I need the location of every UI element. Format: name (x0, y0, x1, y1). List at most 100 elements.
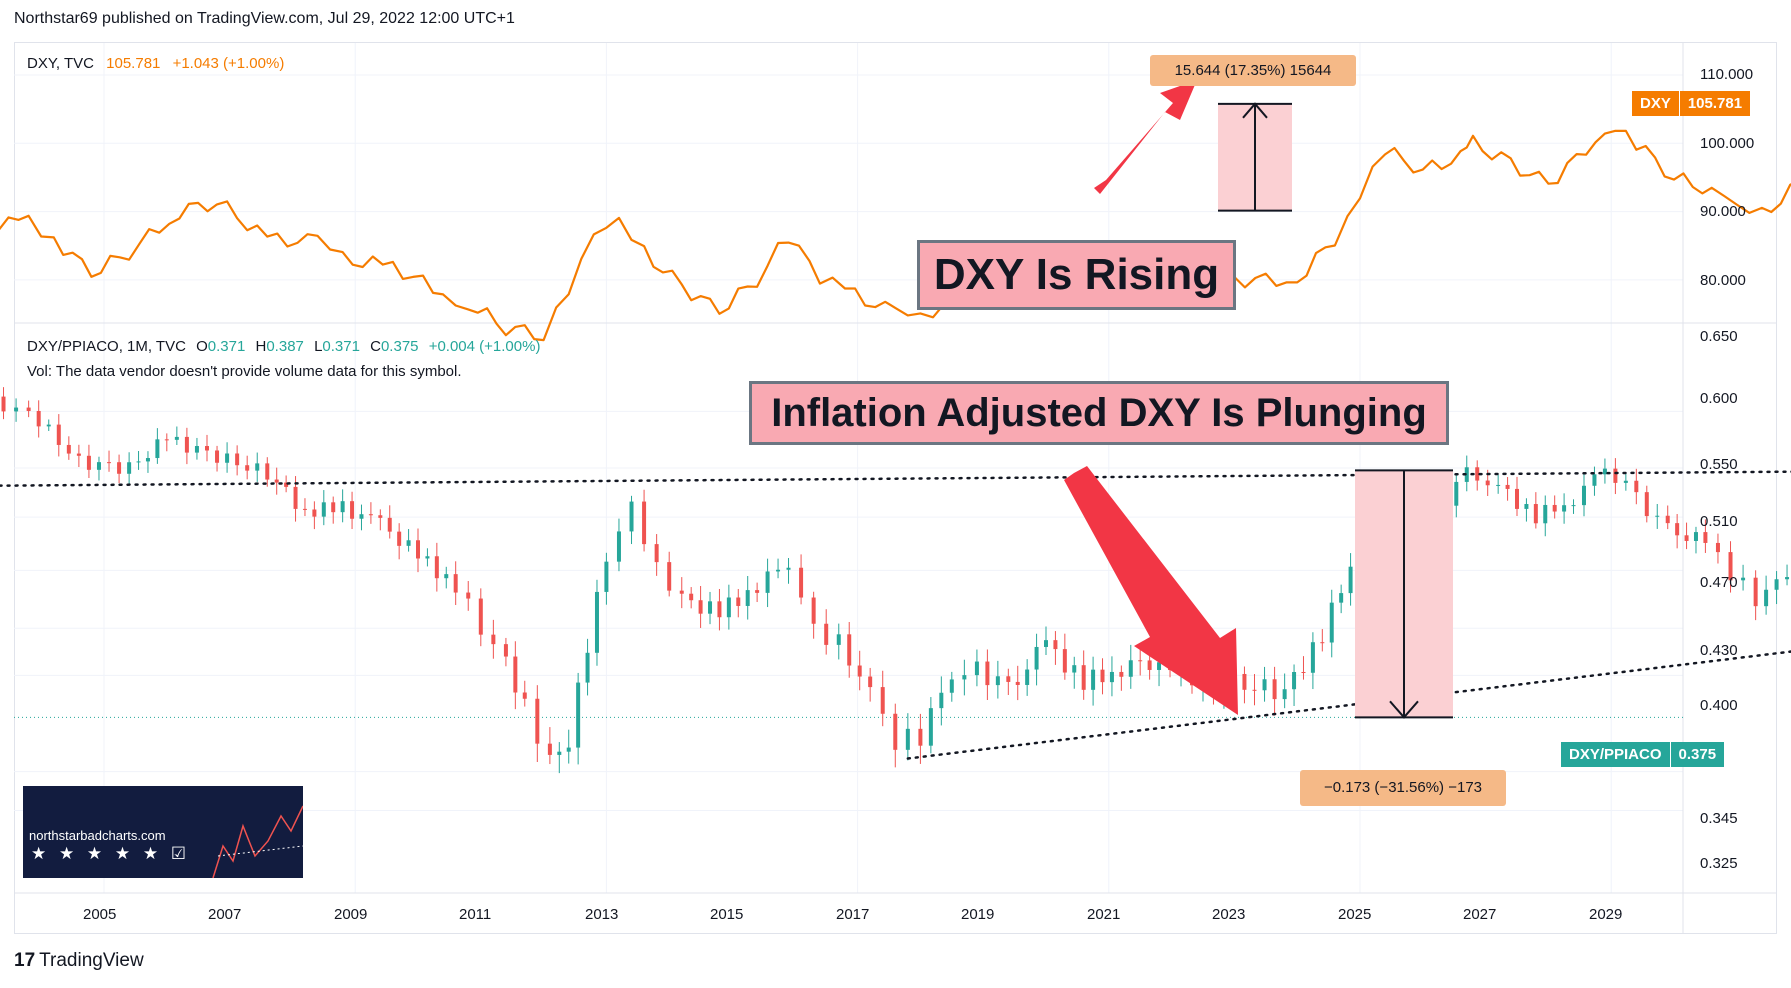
candle-body (905, 728, 910, 750)
candle-body (26, 407, 31, 411)
candle-body (1292, 672, 1297, 690)
x-tick-label: 2017 (836, 906, 870, 923)
candle-body (359, 514, 364, 519)
candle-body (1475, 467, 1480, 481)
candle-body (1252, 689, 1257, 691)
candle-body (654, 544, 659, 563)
candle-body (1764, 589, 1769, 607)
candle-body (416, 540, 420, 559)
candle-body (265, 463, 270, 480)
candle-body (86, 455, 91, 470)
y-tick-label: 0.345 (1700, 810, 1738, 827)
candle-body (698, 600, 703, 614)
candle-body (96, 462, 101, 470)
candle-body (1571, 505, 1576, 507)
candle-body (1655, 515, 1660, 517)
candle-body (293, 486, 298, 509)
candle-body (1454, 481, 1459, 506)
candle-body (513, 656, 518, 693)
candle-body (1157, 662, 1162, 670)
candle-body (155, 439, 160, 459)
candle-body (1119, 671, 1124, 677)
y-tick-label: 100.000 (1700, 135, 1755, 152)
candle-body (1109, 671, 1114, 683)
candle-body (535, 698, 540, 744)
candle-body (1147, 660, 1152, 670)
x-tick-label: 2019 (961, 906, 995, 923)
candle-body (1348, 566, 1353, 594)
candle-body (107, 462, 112, 464)
candle-body (255, 463, 260, 471)
candle-body (14, 407, 19, 412)
candle-body (1310, 642, 1315, 673)
x-tick-label: 2029 (1589, 906, 1623, 923)
candle-body (145, 458, 150, 462)
candle-body (1524, 504, 1529, 509)
publish-line: Northstar69 published on TradingView.com… (14, 10, 515, 27)
candle-body (629, 501, 634, 532)
y-tick-label: 0.600 (1700, 390, 1738, 407)
dxy-measure-arrowhead (1242, 102, 1268, 119)
plunging-arrow (1064, 466, 1238, 715)
candle-body (1592, 474, 1597, 486)
candle-body (1339, 593, 1344, 603)
volume-note: Vol: The data vendor doesn't provide vol… (27, 363, 462, 380)
ratio-price-tag-value: 0.375 (1669, 742, 1725, 767)
dxy-price-tag-value: 105.781 (1678, 91, 1751, 116)
ratio-legend-o-label: O (196, 338, 208, 355)
candle-body (1044, 640, 1048, 647)
x-tick-label: 2011 (459, 906, 492, 923)
candle-body (204, 446, 209, 451)
candle-body (736, 597, 741, 606)
candle-body (1496, 484, 1501, 486)
candle-body (1272, 679, 1277, 700)
ratio-price-tag-label: DXY/PPIACO (1561, 742, 1670, 767)
candle-body (847, 634, 852, 666)
tradingview-footer[interactable]: 17 TradingView (14, 950, 144, 972)
candle-body (765, 571, 770, 593)
candle-body (1623, 480, 1628, 483)
dxy-line (0, 129, 1791, 342)
candle-body (799, 567, 804, 598)
candle-body (478, 598, 483, 635)
ratio-legend-close: 0.375 (380, 338, 419, 355)
candle-body (1644, 492, 1649, 517)
y-tick-label: 0.325 (1700, 855, 1738, 872)
candle-body (985, 661, 990, 686)
candle-body (1613, 468, 1618, 483)
ratio-legend-change: +0.004 (+1.00%) (428, 338, 541, 355)
dxy-legend-change: +1.043 (+1.00%) (172, 55, 285, 72)
candle-body (1464, 467, 1469, 482)
ratio-measure-arrowhead (1389, 700, 1419, 719)
candle-body (1262, 679, 1267, 691)
candle-body (786, 567, 791, 570)
x-tick-label: 2027 (1463, 906, 1497, 923)
ratio-legend-symbol: DXY/PPIACO, 1M, TVC (27, 338, 186, 355)
y-tick-label: 90.000 (1700, 203, 1746, 220)
ratio-legend-open: 0.371 (207, 338, 246, 355)
northstar-logo: northstarbadcharts.com ★ ★ ★ ★ ★ ☑ (23, 786, 303, 878)
candle-body (1282, 689, 1287, 700)
candle-body (880, 687, 885, 714)
dxy-price-tag: DXY 105.781 (1632, 91, 1751, 116)
candle-body (1081, 665, 1086, 690)
x-tick-label: 2007 (208, 906, 242, 923)
candle-body (1741, 577, 1746, 581)
candle-body (679, 590, 684, 594)
candle-body (585, 652, 590, 683)
ratio-legend: DXY/PPIACO, 1M, TVC O0.371 H0.387 L0.371… (27, 338, 540, 355)
candle-body (127, 462, 132, 474)
candle-body (274, 479, 279, 483)
x-tick-label: 2023 (1212, 906, 1246, 923)
candle-body (1703, 532, 1708, 543)
dxy-legend: DXY, TVC 105.781 +1.043 (+1.00%) (27, 55, 284, 72)
grid-lines (14, 43, 1683, 893)
ratio-legend-low: 0.371 (322, 338, 360, 355)
logo-stars: ★ ★ ★ ★ ★ ☑ (31, 844, 191, 863)
candle-body (974, 661, 979, 676)
candle-body (1329, 602, 1334, 643)
candle-body (1091, 669, 1096, 690)
candle-body (949, 679, 954, 693)
candle-body (184, 436, 189, 453)
